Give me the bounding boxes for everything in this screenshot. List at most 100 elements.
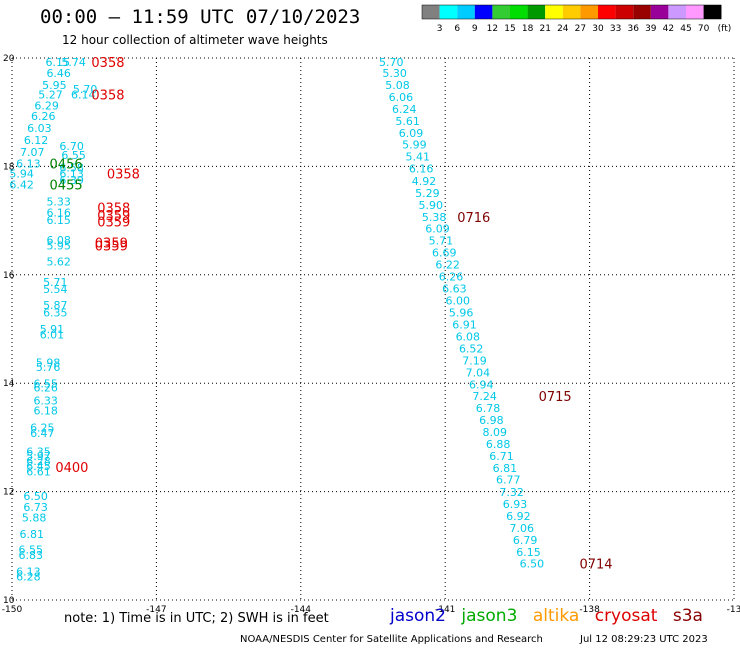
colorbar-tick-label: 45 bbox=[680, 24, 691, 34]
colorbar-tick-label: 21 bbox=[539, 24, 550, 34]
y-tick-label: 12 bbox=[3, 488, 14, 498]
colorbar-swatch bbox=[474, 5, 493, 19]
swh-value: 5.70 bbox=[73, 83, 98, 96]
swh-value: 6.35 bbox=[26, 445, 51, 458]
colorbar-tick-label: 9 bbox=[472, 24, 478, 34]
pass-time-label: 0358 bbox=[91, 88, 124, 103]
swh-value: 6.61 bbox=[26, 466, 51, 479]
swh-value: 6.94 bbox=[469, 378, 494, 391]
y-tick-label: 16 bbox=[3, 271, 15, 281]
swh-value: 6.08 bbox=[46, 234, 71, 247]
legend-cryosat: cryosat bbox=[594, 606, 658, 626]
x-tick-label: -141 bbox=[435, 605, 455, 615]
swh-value: 6.88 bbox=[486, 438, 511, 451]
swh-value: 5.61 bbox=[395, 115, 420, 128]
swh-value: 5.91 bbox=[40, 323, 65, 336]
swh-value: 7.32 bbox=[499, 486, 524, 499]
legend-altika: altika bbox=[532, 606, 580, 626]
swh-value: 6.70 bbox=[59, 140, 84, 153]
swh-value: 6.73 bbox=[23, 501, 48, 514]
swh-value: 5.41 bbox=[406, 151, 431, 164]
swh-value: 6.00 bbox=[445, 294, 470, 307]
credit-line: NOAA/NESDIS Center for Satellite Applica… bbox=[240, 634, 543, 645]
satellite-legend: jason2 jason3 altika cryosat s3a bbox=[390, 606, 713, 626]
swh-value: 5.54 bbox=[43, 283, 68, 296]
pass-time-label: 0456 bbox=[50, 158, 83, 173]
swh-value: 6.09 bbox=[425, 223, 450, 236]
swh-value: 6.15 bbox=[45, 56, 70, 69]
swh-value: 5.30 bbox=[382, 67, 407, 80]
swh-value: 6.71 bbox=[489, 450, 514, 463]
pass-time-label: 0359 bbox=[95, 236, 128, 251]
colorbar-tick-label: 27 bbox=[575, 24, 586, 34]
swh-value: 5.27 bbox=[38, 88, 63, 101]
colorbar-tick-label: 12 bbox=[487, 24, 498, 34]
colorbar-swatch bbox=[562, 5, 581, 19]
colorbar-tick-label: 36 bbox=[627, 24, 639, 34]
x-tick-label: -147 bbox=[146, 605, 166, 615]
chart-title: 00:00 – 11:59 UTC 07/10/2023 bbox=[40, 6, 361, 28]
swh-value: 5.74 bbox=[61, 56, 86, 69]
swh-value: 6.12 bbox=[24, 134, 49, 147]
swh-value: 5.90 bbox=[419, 199, 444, 212]
swh-value: 6.42 bbox=[9, 178, 34, 191]
pass-time-label: 0715 bbox=[539, 390, 572, 405]
y-tick-label: 18 bbox=[3, 162, 15, 172]
swh-value: 7.19 bbox=[462, 354, 487, 367]
swh-value: 6.78 bbox=[476, 402, 501, 415]
swh-value: 5.08 bbox=[385, 79, 410, 92]
colorbar-swatch bbox=[527, 5, 546, 19]
swh-value: 7.04 bbox=[466, 366, 491, 379]
swh-value: 6.92 bbox=[506, 510, 531, 523]
swh-value: 6.81 bbox=[493, 462, 518, 475]
swh-value: 8.09 bbox=[483, 426, 508, 439]
swh-value: 6.55 bbox=[33, 378, 58, 391]
colorbar-swatch bbox=[650, 5, 669, 19]
swh-points: 6.155.746.465.95 5.705.27 6.146.296.266.03… bbox=[9, 56, 544, 584]
colorbar-tick-label: 18 bbox=[522, 24, 534, 34]
pass-time-label: 0358 bbox=[91, 56, 124, 71]
x-tick-label: -150 bbox=[2, 605, 23, 615]
x-tick-label: -144 bbox=[291, 605, 312, 615]
swh-value: 6.77 bbox=[496, 474, 521, 487]
chart-subtitle: 12 hour collection of altimeter wave hei… bbox=[62, 33, 328, 47]
swh-value: 5.98 bbox=[36, 357, 61, 370]
swh-value: 5.33 bbox=[46, 196, 71, 209]
swh-value: 6.28 bbox=[16, 571, 41, 584]
swh-value: 6.03 bbox=[27, 122, 52, 135]
swh-value: 6.29 bbox=[34, 100, 59, 113]
swh-value: 6.26 bbox=[439, 270, 464, 283]
colorbar-swatch bbox=[686, 5, 704, 19]
chart-grid bbox=[11, 57, 735, 601]
swh-value: 6.13 bbox=[16, 158, 41, 171]
pass-time-label: 0714 bbox=[579, 558, 612, 573]
swh-value: 6.08 bbox=[456, 331, 481, 344]
y-tick-label: 20 bbox=[3, 54, 15, 64]
colorbar-swatch bbox=[668, 5, 686, 19]
swh-value: 6.98 bbox=[479, 414, 504, 427]
swh-value: 6.83 bbox=[19, 549, 44, 562]
swh-value: 6.24 bbox=[392, 103, 417, 116]
swh-value: 6.50 bbox=[520, 558, 545, 571]
footer-note: note: 1) Time is in UTC; 2) SWH is in fe… bbox=[64, 611, 329, 626]
swh-value: 6.16 bbox=[409, 163, 434, 176]
colorbar-legend: 3 6 9 12 15 18 21 24 27 30 33 36 39 42 45 70 (ft) bbox=[421, 4, 732, 34]
swh-value: 5.96 bbox=[449, 307, 474, 320]
swh-value: 6.09 bbox=[399, 127, 424, 140]
pass-time-label: 0359 bbox=[95, 240, 128, 255]
pass-time-label: 0359 bbox=[97, 216, 130, 231]
colorbar-unit: (ft) bbox=[718, 24, 732, 34]
x-tick-label: -138 bbox=[579, 605, 600, 615]
swh-value: 5.71 bbox=[429, 235, 454, 248]
colorbar-swatch bbox=[633, 5, 651, 19]
colorbar-swatch bbox=[439, 5, 458, 19]
swh-value: 5.29 bbox=[415, 187, 440, 200]
colorbar-swatch bbox=[703, 5, 722, 19]
pass-time-label: 0358 bbox=[107, 167, 140, 182]
colorbar-swatch bbox=[598, 5, 616, 19]
colorbar-tick-label: 15 bbox=[504, 24, 515, 34]
colorbar-swatch bbox=[545, 5, 563, 19]
pass-time-label: 0455 bbox=[50, 178, 83, 193]
colorbar-tick-label: 42 bbox=[663, 24, 674, 34]
